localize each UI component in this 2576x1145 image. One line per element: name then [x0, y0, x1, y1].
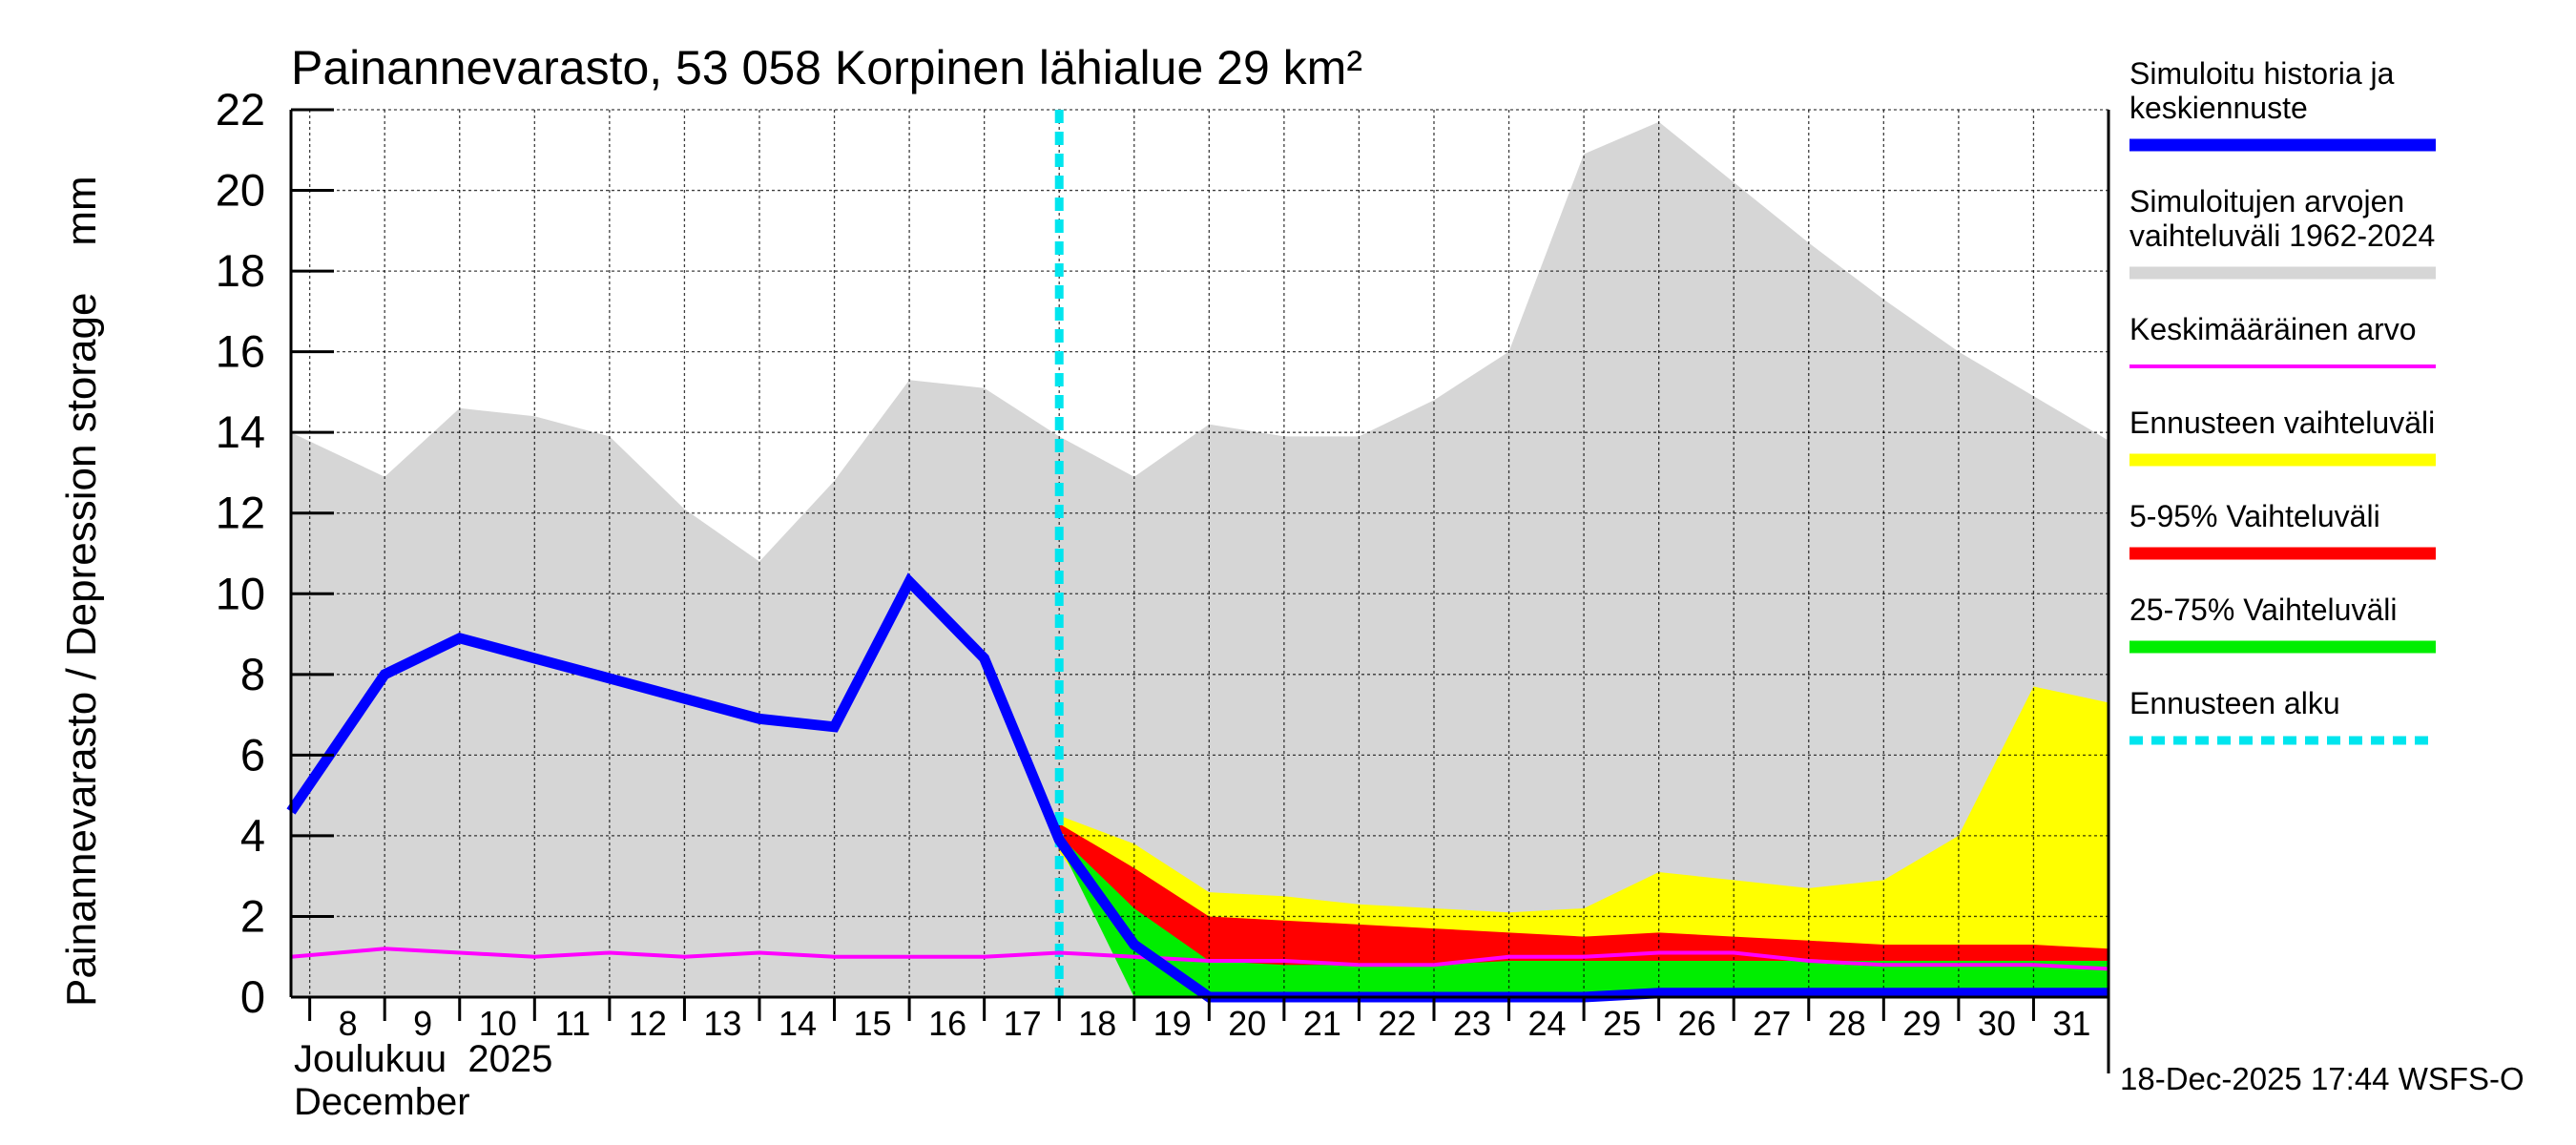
- x-tick-label-16: 16: [928, 1004, 966, 1043]
- legend-label-5-95-vaihteluv-li: 5-95% Vaihteluväli: [2129, 499, 2380, 533]
- x-tick-label-18: 18: [1078, 1004, 1116, 1043]
- month-label-fi: Joulukuu 2025: [294, 1038, 552, 1080]
- x-tick-label-15: 15: [854, 1004, 892, 1043]
- legend-label-simuloitu-historia-ja-keskiennuste: keskiennuste: [2129, 91, 2308, 125]
- grid-layer: [291, 109, 2109, 998]
- band-5-95-vaihteluv-li: [1059, 823, 2109, 993]
- x-tick-label-14: 14: [779, 1004, 817, 1043]
- y-tick-label-16: 16: [216, 326, 265, 377]
- y-tick-label-2: 2: [240, 890, 265, 941]
- legend-label-keskim-r-inen-arvo: Keskimääräinen arvo: [2129, 312, 2417, 346]
- legend-label-simuloitu-historia-ja-keskiennuste: Simuloitu historia ja: [2129, 56, 2395, 91]
- y-axis-label: Painannevarasto / Depression storage mm: [58, 176, 105, 1007]
- band-ennusteen-vaihteluv-li: [1059, 686, 2109, 997]
- x-tick-label-19: 19: [1153, 1004, 1192, 1043]
- y-tick-label-4: 4: [240, 810, 265, 861]
- x-tick-label-21: 21: [1303, 1004, 1341, 1043]
- legend-label-ennusteen-vaihteluv-li: Ennusteen vaihteluväli: [2129, 406, 2435, 440]
- y-tick-label-12: 12: [216, 488, 265, 538]
- y-tick-label-20: 20: [216, 165, 265, 216]
- chart-title: Painannevarasto, 53 058 Korpinen lähialu…: [291, 41, 1362, 94]
- x-tick-label-26: 26: [1678, 1004, 1716, 1043]
- x-tick-label-9: 9: [413, 1004, 432, 1043]
- y-tick-label-18: 18: [216, 245, 265, 296]
- x-tick-label-22: 22: [1378, 1004, 1416, 1043]
- series-layer: [291, 121, 2109, 997]
- x-tick-label-31: 31: [2052, 1004, 2090, 1043]
- legend-label-simuloitujen-arvojen-vaihteluv-li-1962-2024: Simuloitujen arvojen: [2129, 184, 2404, 219]
- y-tick-label-22: 22: [216, 84, 265, 135]
- x-tick-label-24: 24: [1528, 1004, 1567, 1043]
- y-tick-label-8: 8: [240, 649, 265, 699]
- x-tick-label-12: 12: [629, 1004, 667, 1043]
- legend-label-25-75-vaihteluv-li: 25-75% Vaihteluväli: [2129, 593, 2397, 627]
- y-axis-label-group: Painannevarasto / Depression storage mm: [58, 176, 105, 1007]
- x-tick-label-13: 13: [703, 1004, 741, 1043]
- y-tick-label-6: 6: [240, 729, 265, 780]
- legend-label-ennusteen-alku: Ennusteen alku: [2129, 686, 2340, 720]
- x-tick-label-8: 8: [339, 1004, 358, 1043]
- x-tick-label-11: 11: [555, 1004, 591, 1043]
- month-label-en: December: [294, 1081, 470, 1123]
- x-tick-label-10: 10: [479, 1004, 517, 1043]
- x-tick-label-30: 30: [1978, 1004, 2016, 1043]
- x-tick-label-20: 20: [1228, 1004, 1266, 1043]
- x-tick-label-27: 27: [1753, 1004, 1791, 1043]
- x-tick-label-25: 25: [1603, 1004, 1641, 1043]
- band-simuloitujen-arvojen-vaihteluv-li-1962-2024: [291, 121, 2109, 997]
- x-tick-label-23: 23: [1453, 1004, 1491, 1043]
- x-tick-label-29: 29: [1902, 1004, 1941, 1043]
- legend-label-simuloitujen-arvojen-vaihteluv-li-1962-2024: vaihteluväli 1962-2024: [2129, 219, 2435, 253]
- x-tick-label-17: 17: [1004, 1004, 1042, 1043]
- x-tick-label-28: 28: [1828, 1004, 1866, 1043]
- y-tick-label-0: 0: [240, 971, 265, 1022]
- y-tick-label-14: 14: [216, 406, 265, 457]
- y-tick-label-10: 10: [216, 568, 265, 618]
- footer-timestamp: 18-Dec-2025 17:44 WSFS-O: [2120, 1061, 2524, 1096]
- line-keskim-r-inen-arvo: [290, 947, 2109, 971]
